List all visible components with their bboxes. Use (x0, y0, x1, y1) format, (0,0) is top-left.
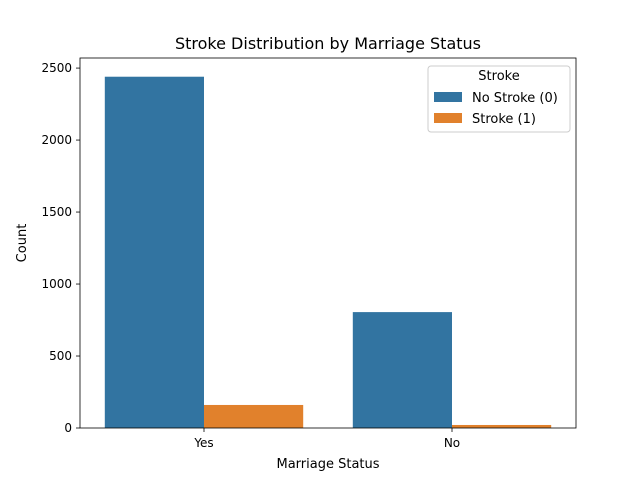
x-tick-label-yes: Yes (193, 436, 213, 450)
legend-label-stroke: Stroke (1) (472, 112, 536, 127)
y-axis-label: Count (15, 224, 30, 263)
y-tick-label: 2000 (41, 133, 72, 147)
legend-box (427, 65, 571, 133)
bar-yes-series-0 (104, 76, 204, 429)
y-tick-label: 1000 (41, 277, 72, 291)
y-tick-label: 0 (64, 421, 72, 435)
x-axis-ticks: Yes No (193, 428, 460, 450)
y-tick-label: 500 (49, 349, 72, 363)
legend: Stroke No Stroke (0) Stroke (1) (427, 65, 571, 133)
bars-layer (104, 76, 552, 429)
legend-swatch-stroke (434, 113, 462, 123)
y-tick-label: 2500 (41, 61, 72, 75)
x-axis-label: Marriage Status (276, 457, 379, 472)
legend-swatch-no-stroke (434, 92, 462, 102)
y-axis-ticks: 0 500 1000 1500 2000 2500 (41, 61, 80, 435)
plot-frame (79, 57, 577, 429)
chart-title: Stroke Distribution by Marriage Status (175, 34, 481, 53)
legend-label-no-stroke: No Stroke (0) (472, 91, 558, 106)
bar-no-series-1 (452, 424, 552, 428)
y-tick-label: 1500 (41, 205, 72, 219)
bar-yes-series-1 (204, 404, 304, 428)
x-tick-label-no: No (444, 436, 460, 450)
bar-no-series-0 (352, 312, 452, 428)
legend-title: Stroke (478, 69, 519, 84)
